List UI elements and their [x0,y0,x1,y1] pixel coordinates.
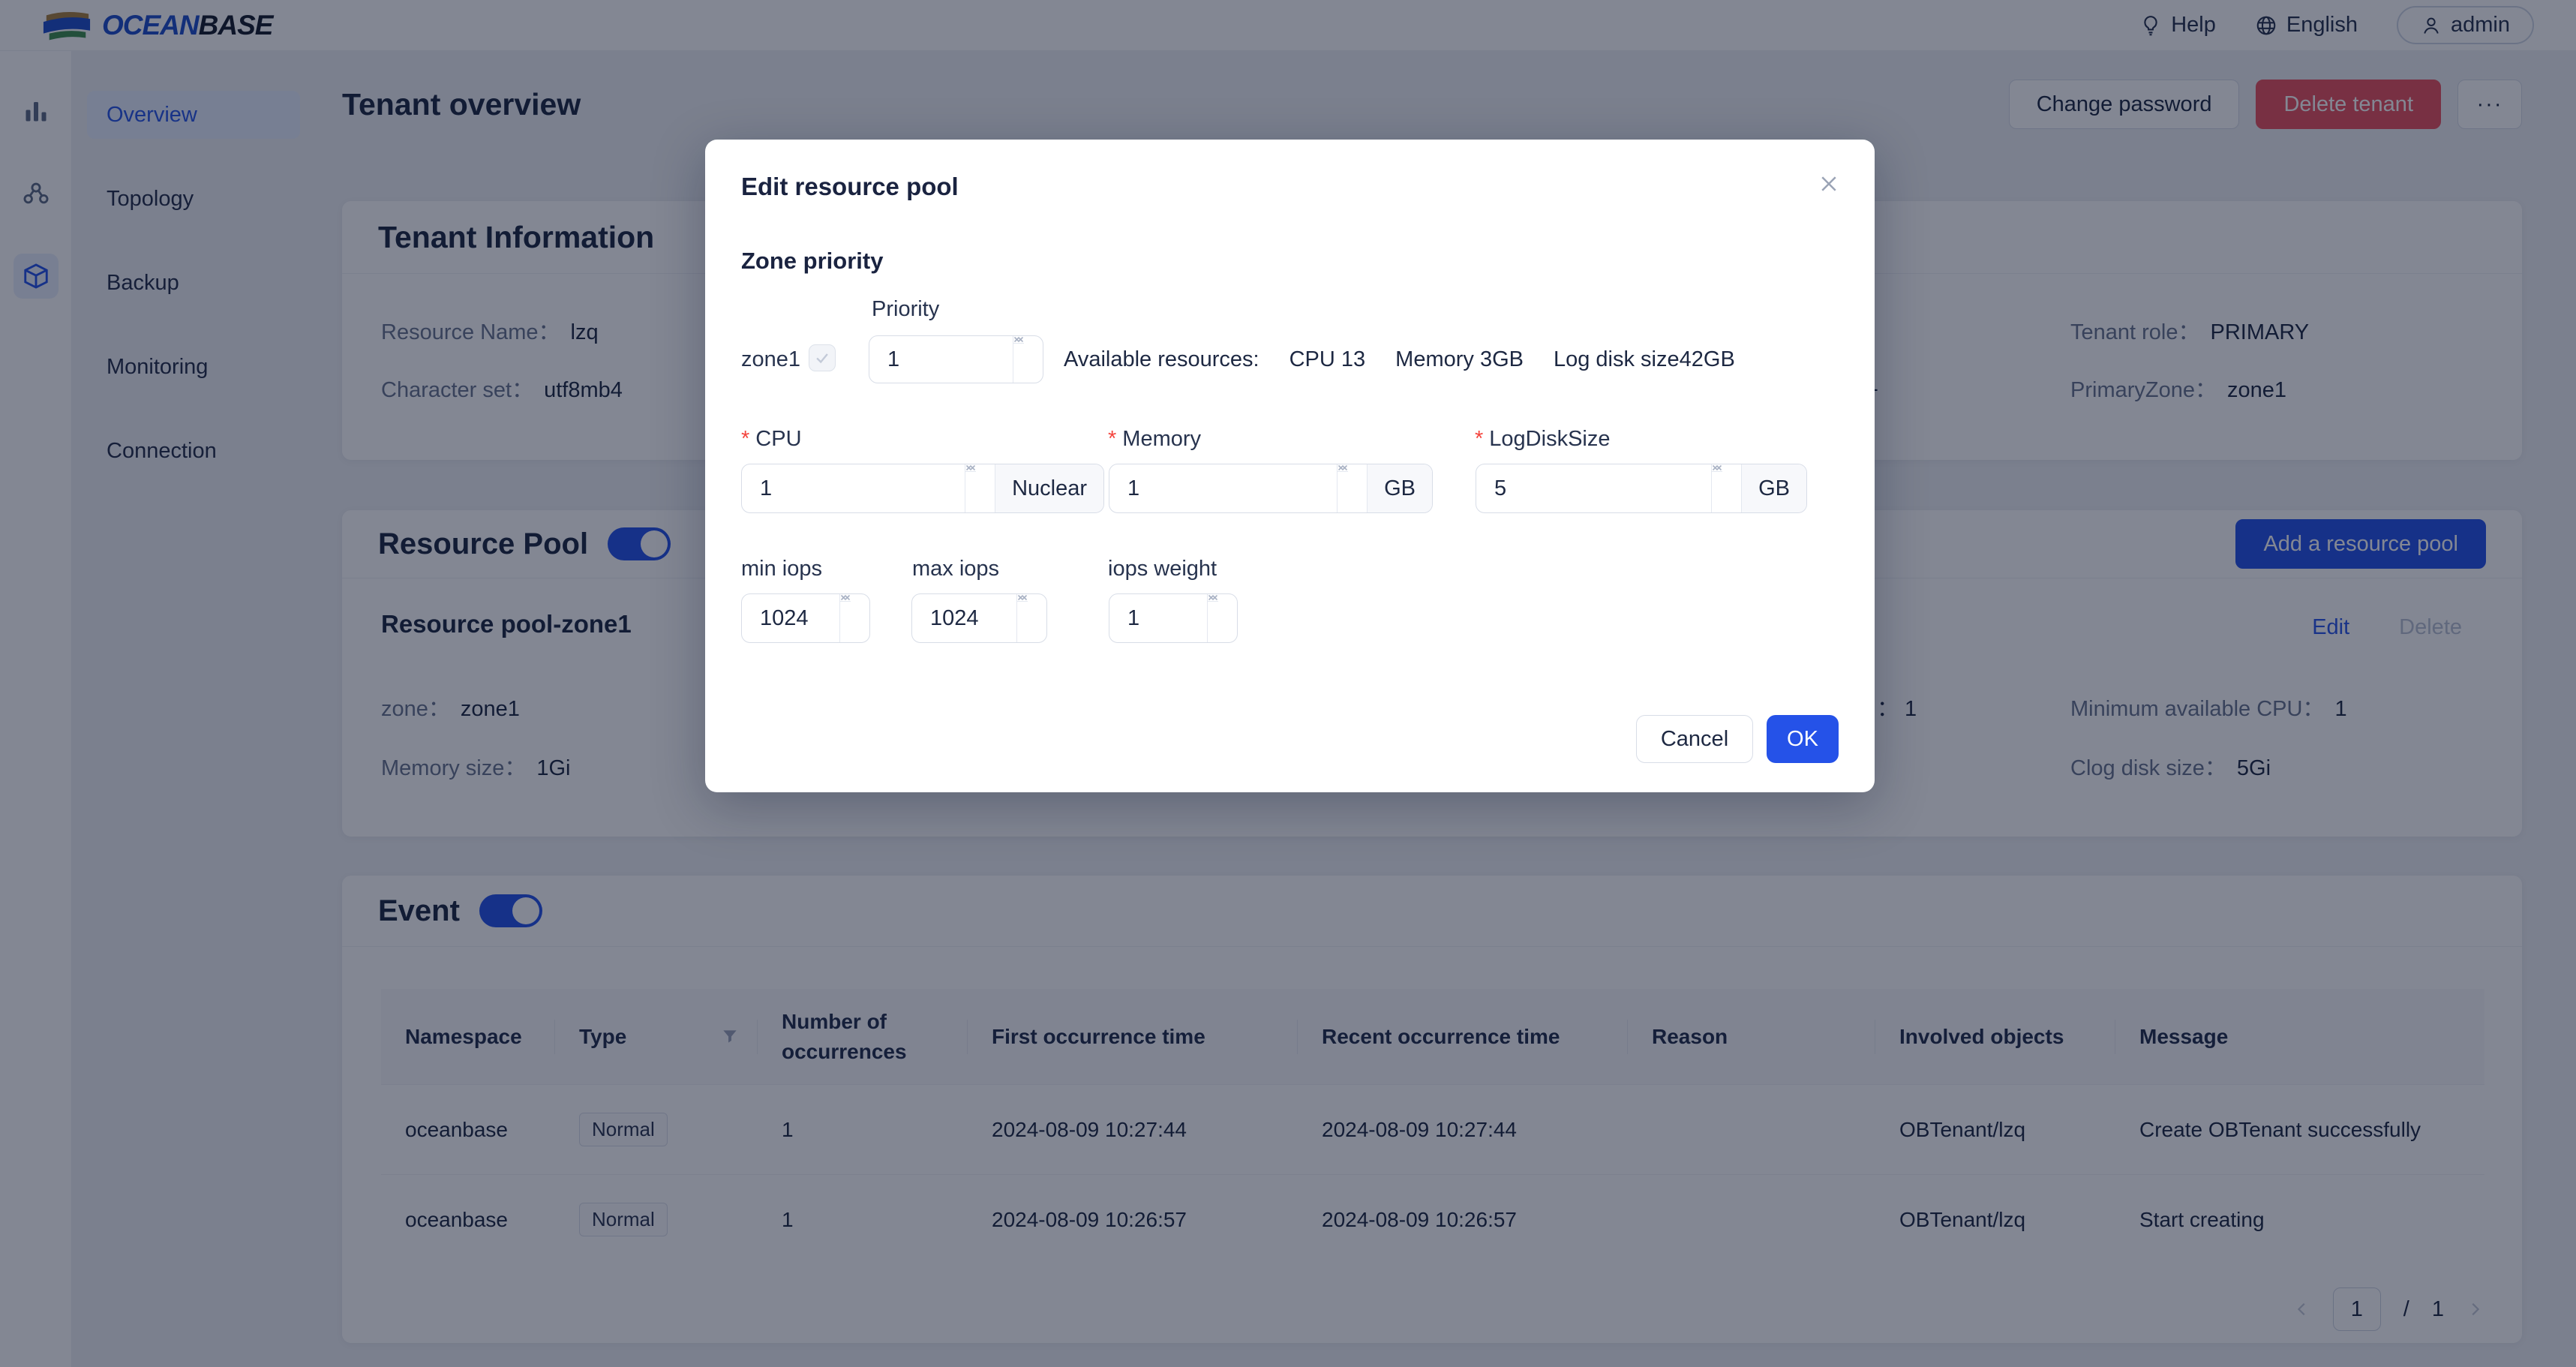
memory-input-group: GB [1109,464,1433,513]
step-down-icon[interactable] [1017,594,1028,601]
priority-input[interactable] [869,336,1013,383]
ok-button[interactable]: OK [1767,715,1839,763]
step-down-icon[interactable] [1013,336,1024,343]
max-iops-input[interactable] [912,594,1016,642]
cpu-label: CPU [741,427,801,452]
step-up-icon[interactable] [1338,464,1349,472]
step-down-icon[interactable] [1338,464,1348,471]
cpu-input[interactable] [742,464,965,512]
zone-checkbox[interactable] [809,344,836,371]
memory-stepper[interactable] [1337,464,1367,512]
priority-label: Priority [872,297,940,321]
logdisksize-unit-addon: GB [1741,464,1806,512]
min-iops-stepper[interactable] [839,594,869,642]
step-up-icon[interactable] [840,594,851,602]
cpu-unit-addon: Nuclear [995,464,1103,512]
iops-weight-label: iops weight [1108,557,1217,581]
max-iops-input-group [911,593,1047,643]
min-iops-input-group [741,593,870,643]
logdisksize-label: LogDiskSize [1475,427,1610,452]
available-cpu: CPU 13 [1289,347,1366,371]
memory-unit-addon: GB [1367,464,1432,512]
memory-input[interactable] [1109,464,1338,512]
available-log-disk: Log disk size42GB [1553,347,1735,371]
available-resources: Available resources: CPU 13 Memory 3GB L… [1064,347,1735,372]
step-up-icon[interactable] [965,464,977,472]
modal-title: Edit resource pool [741,173,959,200]
priority-stepper[interactable] [1013,336,1043,383]
priority-input-group [869,335,1043,383]
step-down-icon[interactable] [1208,594,1218,601]
step-up-icon[interactable] [1208,594,1218,602]
cancel-button[interactable]: Cancel [1636,715,1753,763]
iops-weight-input-group [1109,593,1238,643]
max-iops-label: max iops [912,557,1000,581]
iops-weight-input[interactable] [1109,594,1207,642]
cpu-input-group: Nuclear [741,464,1104,513]
min-iops-label: min iops [741,557,822,581]
edit-resource-pool-modal: Edit resource pool Zone priority Priorit… [705,140,1875,792]
available-resources-label: Available resources: [1064,347,1259,371]
min-iops-input[interactable] [742,594,839,642]
step-down-icon[interactable] [840,594,851,601]
available-memory: Memory 3GB [1395,347,1524,371]
step-up-icon[interactable] [1712,464,1723,472]
logdisksize-input[interactable] [1476,464,1712,512]
max-iops-stepper[interactable] [1016,594,1046,642]
memory-label: Memory [1108,427,1201,452]
logdisksize-stepper[interactable] [1711,464,1741,512]
close-icon[interactable] [1818,173,1842,197]
zone-priority-section-title: Zone priority [741,248,884,274]
logdisksize-input-group: GB [1476,464,1807,513]
iops-weight-stepper[interactable] [1207,594,1237,642]
cpu-stepper[interactable] [965,464,995,512]
zone-name-label: zone1 [741,347,801,371]
step-up-icon[interactable] [1017,594,1028,602]
step-down-icon[interactable] [965,464,976,471]
step-down-icon[interactable] [1712,464,1722,471]
step-up-icon[interactable] [1013,336,1024,344]
